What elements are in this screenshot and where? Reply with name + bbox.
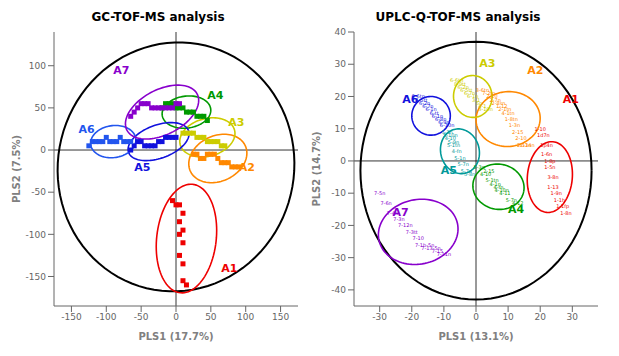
svg-text:4-10: 4-10 bbox=[480, 170, 492, 177]
svg-text:-30: -30 bbox=[331, 253, 346, 263]
svg-text:4-1n: 4-1n bbox=[490, 181, 501, 187]
svg-text:A3: A3 bbox=[479, 57, 495, 70]
svg-text:A6: A6 bbox=[78, 123, 95, 136]
svg-text:-20: -20 bbox=[331, 221, 346, 231]
svg-text:A4: A4 bbox=[508, 203, 525, 216]
svg-text:5-9n: 5-9n bbox=[448, 139, 459, 145]
svg-text:PLS1 (13.1%): PLS1 (13.1%) bbox=[438, 331, 513, 342]
svg-text:-100: -100 bbox=[96, 312, 117, 322]
svg-text:A6: A6 bbox=[402, 93, 419, 106]
svg-text:3-8n: 3-8n bbox=[547, 174, 558, 180]
svg-text:1-9n: 1-9n bbox=[551, 190, 562, 196]
svg-text:4-10n: 4-10n bbox=[494, 187, 509, 193]
svg-text:20: 20 bbox=[534, 312, 546, 322]
svg-text:-100: -100 bbox=[26, 230, 47, 240]
svg-text:PLS1 (17.7%): PLS1 (17.7%) bbox=[138, 331, 213, 342]
svg-text:A5: A5 bbox=[441, 164, 457, 177]
svg-text:20: 20 bbox=[335, 92, 347, 102]
svg-text:-150: -150 bbox=[61, 312, 82, 322]
svg-text:PLS2 (14.7%): PLS2 (14.7%) bbox=[311, 131, 322, 206]
svg-text:PLS2 (7.5%): PLS2 (7.5%) bbox=[11, 135, 22, 203]
svg-text:5-1n: 5-1n bbox=[454, 155, 465, 161]
svg-text:A3: A3 bbox=[228, 116, 244, 129]
svg-text:0: 0 bbox=[40, 145, 46, 155]
svg-text:A1: A1 bbox=[563, 93, 579, 106]
svg-text:50: 50 bbox=[35, 103, 47, 113]
svg-text:7-5n: 7-5n bbox=[374, 190, 385, 196]
svg-text:1p4n: 1p4n bbox=[540, 142, 553, 149]
svg-text:4-1tn: 4-1tn bbox=[501, 110, 514, 116]
svg-text:1d7n: 1d7n bbox=[537, 132, 550, 138]
svg-text:1-8n: 1-8n bbox=[560, 210, 571, 216]
svg-text:-10: -10 bbox=[331, 188, 346, 198]
svg-text:50: 50 bbox=[205, 312, 217, 322]
svg-text:0: 0 bbox=[340, 156, 346, 166]
svg-text:10: 10 bbox=[502, 312, 514, 322]
svg-text:-50: -50 bbox=[134, 312, 149, 322]
svg-text:7-10: 7-10 bbox=[413, 235, 424, 241]
svg-text:150: 150 bbox=[272, 312, 289, 322]
svg-text:4-11: 4-11 bbox=[499, 190, 511, 197]
svg-text:1-1fp: 1-1fp bbox=[556, 203, 570, 210]
svg-text:A1: A1 bbox=[221, 262, 237, 275]
svg-text:1-8p: 1-8p bbox=[544, 157, 556, 164]
svg-text:-10: -10 bbox=[437, 312, 452, 322]
svg-text:A2: A2 bbox=[527, 64, 543, 77]
svg-text:1-10: 1-10 bbox=[535, 126, 546, 132]
svg-text:A7: A7 bbox=[393, 206, 409, 219]
svg-text:30: 30 bbox=[335, 59, 347, 69]
html-text:GC-TOF-MS analysis: GC-TOF-MS analysis bbox=[91, 10, 225, 24]
svg-text:100: 100 bbox=[237, 312, 254, 322]
svg-text:0: 0 bbox=[173, 312, 179, 322]
svg-text:A5: A5 bbox=[134, 161, 150, 174]
svg-text:0: 0 bbox=[473, 312, 479, 322]
svg-text:7-3tt: 7-3tt bbox=[406, 229, 418, 235]
svg-text:5-3n: 5-3n bbox=[473, 164, 485, 171]
svg-text:-40: -40 bbox=[331, 285, 346, 295]
svg-text:1-6n: 1-6n bbox=[541, 151, 552, 157]
svg-text:-150: -150 bbox=[26, 272, 47, 282]
svg-text:2-15: 2-15 bbox=[483, 168, 494, 174]
svg-text:2-10: 2-10 bbox=[515, 135, 526, 141]
svg-text:-30: -30 bbox=[372, 312, 387, 322]
svg-text:-20: -20 bbox=[404, 312, 419, 322]
svg-text:A4: A4 bbox=[207, 89, 224, 102]
svg-text:7-11n: 7-11n bbox=[437, 251, 452, 257]
svg-text:3-10n: 3-10n bbox=[478, 106, 493, 112]
svg-text:1-13: 1-13 bbox=[547, 184, 558, 190]
svg-text:5-1tn: 5-1tn bbox=[446, 141, 461, 148]
svg-text:5-7n: 5-7n bbox=[457, 161, 468, 167]
svg-text:10: 10 bbox=[335, 124, 347, 134]
svg-text:A7: A7 bbox=[113, 64, 129, 77]
svg-text:1-1h: 1-1h bbox=[554, 197, 565, 203]
svg-text:7-12n: 7-12n bbox=[398, 222, 413, 228]
svg-text:-50: -50 bbox=[31, 187, 46, 197]
svg-text:5-8n: 5-8n bbox=[464, 171, 475, 177]
svg-text:30: 30 bbox=[567, 312, 579, 322]
svg-text:1-8tn: 1-8tn bbox=[505, 116, 518, 122]
svg-text:2-14n: 2-14n bbox=[520, 142, 535, 148]
svg-text:6-10n: 6-10n bbox=[440, 122, 455, 128]
svg-text:5-10n: 5-10n bbox=[443, 132, 458, 138]
svg-text:4-fn: 4-fn bbox=[452, 148, 462, 154]
svg-text:40: 40 bbox=[335, 27, 347, 37]
svg-text:1-5n: 1-5n bbox=[544, 164, 555, 170]
svg-text:7-6n: 7-6n bbox=[380, 200, 391, 206]
svg-text:2-15: 2-15 bbox=[512, 129, 523, 135]
html-text:UPLC-Q-TOF-MS analysis: UPLC-Q-TOF-MS analysis bbox=[375, 10, 541, 24]
svg-text:1-3n: 1-3n bbox=[509, 122, 520, 128]
svg-text:A2: A2 bbox=[239, 161, 255, 174]
svg-text:100: 100 bbox=[29, 61, 46, 71]
svg-text:7-3n: 7-3n bbox=[393, 216, 405, 222]
